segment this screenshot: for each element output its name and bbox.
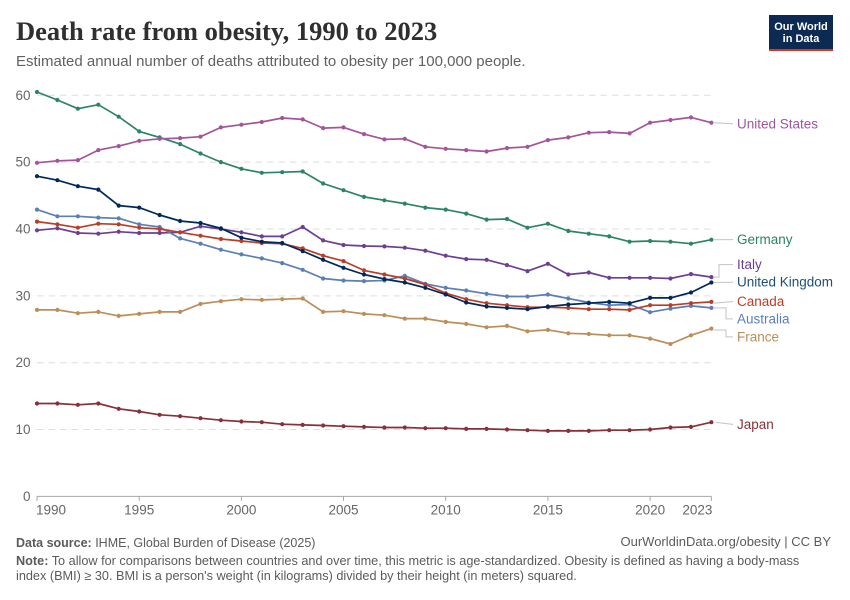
svg-text:Australia: Australia bbox=[737, 311, 790, 326]
svg-text:30: 30 bbox=[15, 288, 30, 303]
svg-text:2005: 2005 bbox=[328, 503, 358, 518]
svg-text:France: France bbox=[737, 329, 779, 344]
svg-text:Japan: Japan bbox=[737, 417, 774, 432]
svg-text:2010: 2010 bbox=[431, 503, 461, 518]
svg-text:Canada: Canada bbox=[737, 294, 785, 309]
svg-text:United States: United States bbox=[737, 116, 818, 131]
svg-text:0: 0 bbox=[23, 489, 31, 504]
svg-text:2020: 2020 bbox=[635, 503, 665, 518]
svg-text:2015: 2015 bbox=[533, 503, 563, 518]
svg-text:United Kingdom: United Kingdom bbox=[737, 275, 833, 290]
svg-text:60: 60 bbox=[15, 88, 30, 103]
svg-text:50: 50 bbox=[15, 155, 30, 170]
svg-text:2000: 2000 bbox=[226, 503, 256, 518]
svg-text:Germany: Germany bbox=[737, 232, 793, 247]
svg-text:1995: 1995 bbox=[124, 503, 154, 518]
svg-text:1990: 1990 bbox=[36, 503, 66, 518]
svg-text:2023: 2023 bbox=[682, 503, 712, 518]
svg-text:10: 10 bbox=[15, 422, 30, 437]
svg-text:40: 40 bbox=[15, 222, 30, 237]
svg-text:20: 20 bbox=[15, 355, 30, 370]
svg-text:Italy: Italy bbox=[737, 257, 762, 272]
